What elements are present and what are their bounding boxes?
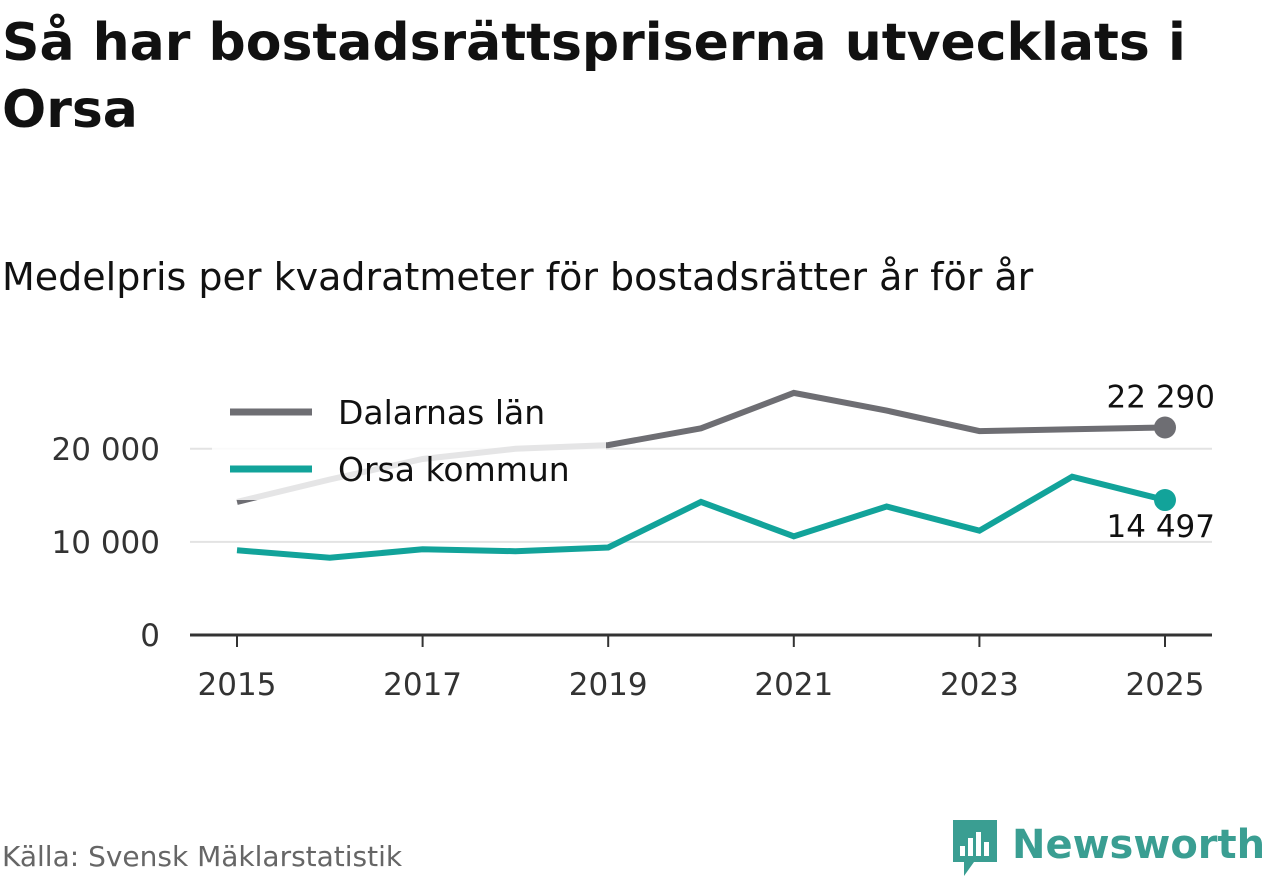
brand-name: Newsworthy bbox=[1012, 822, 1262, 868]
legend-label-1: Orsa kommun bbox=[338, 450, 570, 489]
brand: Newsworthy bbox=[950, 818, 1262, 880]
y-tick-label-0: 0 bbox=[140, 618, 160, 654]
x-tick-label-2019: 2019 bbox=[569, 667, 648, 703]
legend-label-0: Dalarnas län bbox=[338, 393, 545, 432]
chart-subtitle: Medelpris per kvadratmeter för bostadsrä… bbox=[2, 255, 1034, 299]
legend-backdrop bbox=[212, 388, 606, 500]
y-tick-label-20000: 20 000 bbox=[52, 432, 160, 468]
newsworthy-logo-icon bbox=[953, 820, 997, 876]
source-note: Källa: Svensk Mäklarstatistik bbox=[2, 840, 403, 873]
chart-title: Så har bostadsrättspriserna utvecklats i… bbox=[2, 13, 1186, 140]
x-tick-label-2021: 2021 bbox=[754, 667, 833, 703]
x-tick-label-2015: 2015 bbox=[198, 667, 277, 703]
end-value-label-0: 22 290 bbox=[1107, 379, 1215, 415]
y-tick-label-10000: 10 000 bbox=[52, 525, 160, 561]
end-marker-0 bbox=[1154, 416, 1176, 439]
end-value-label-1: 14 497 bbox=[1107, 509, 1215, 545]
end-marker-1 bbox=[1154, 489, 1176, 512]
series-line-orsa-kommun bbox=[236, 473, 1166, 561]
x-tick-label-2023: 2023 bbox=[940, 667, 1019, 703]
x-tick-label-2017: 2017 bbox=[383, 667, 462, 703]
x-tick-label-2025: 2025 bbox=[1126, 667, 1205, 703]
